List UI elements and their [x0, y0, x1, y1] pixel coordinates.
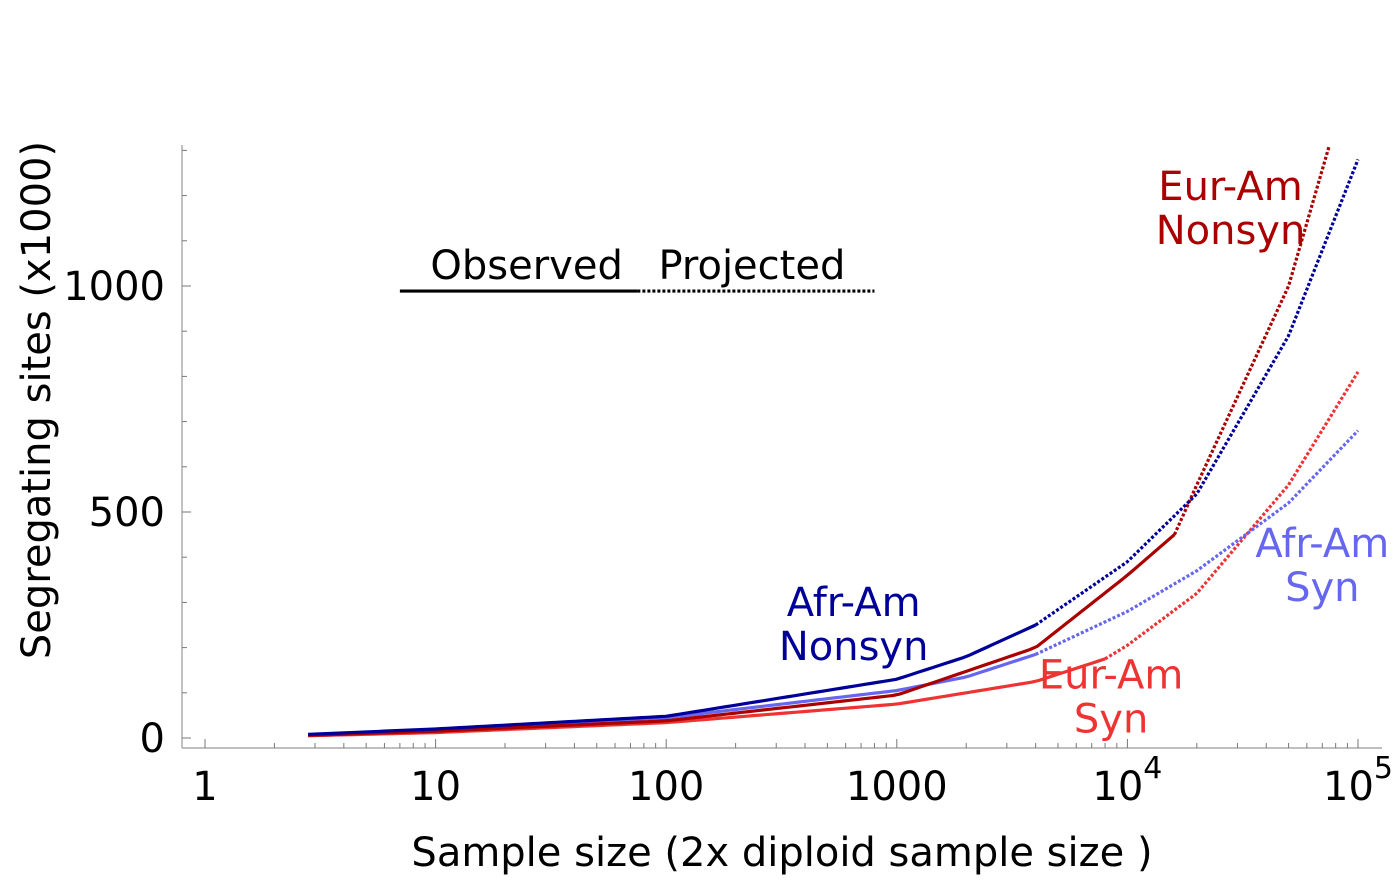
x-tick-label: 100	[628, 764, 704, 810]
y-axis-label: Segregating sites (x1000)	[14, 141, 60, 659]
series-label-line: Eur-Am	[1039, 652, 1183, 698]
series-label-line: Nonsyn	[1156, 208, 1306, 254]
y-tick-label: 0	[140, 716, 165, 762]
x-tick-label: 10	[410, 764, 461, 810]
series-label-afr_nonsyn: Afr-Am Nonsyn	[779, 580, 929, 670]
legend-projected-label: Projected	[658, 243, 845, 289]
series-line-observed-afr_nonsyn	[308, 623, 1037, 736]
series-label-eur_nonsyn: Eur-Am Nonsyn	[1156, 164, 1306, 254]
series-label-line: Syn	[1074, 696, 1148, 742]
legend: Observed Projected	[399, 243, 875, 293]
x-tick-label: 1000	[846, 764, 948, 810]
series-line-observed-eur_nonsyn	[308, 533, 1176, 737]
series-line-projected-eur_syn	[1104, 371, 1360, 661]
x-tick-exponent: 4	[1143, 751, 1162, 786]
x-tick-label: 105	[1323, 751, 1393, 810]
y-tick-label: 500	[89, 490, 165, 536]
series-label-line: Eur-Am	[1158, 164, 1302, 210]
series-label-line: Afr-Am	[1255, 521, 1389, 567]
series-label-eur_syn: Eur-Am Syn	[1039, 652, 1183, 742]
x-tick-exponent: 5	[1374, 751, 1393, 786]
series-lines	[308, 145, 1360, 738]
series-label-line: Syn	[1285, 565, 1359, 611]
series-label-afr_syn: Afr-Am Syn	[1255, 521, 1389, 611]
series-line-projected-afr_nonsyn	[1034, 158, 1360, 627]
series-line-projected-afr_syn	[1034, 429, 1360, 656]
series-label-line: Nonsyn	[779, 624, 929, 670]
series-line-projected-eur_nonsyn	[1173, 145, 1331, 536]
x-tick-label: 104	[1092, 751, 1162, 810]
x-axis-label: Sample size (2x diploid sample size )	[411, 830, 1152, 876]
y-tick-label: 1000	[63, 264, 165, 310]
x-tick-label: 1	[192, 764, 217, 810]
legend-observed-label: Observed	[430, 243, 622, 289]
series-label-line: Afr-Am	[787, 580, 921, 626]
